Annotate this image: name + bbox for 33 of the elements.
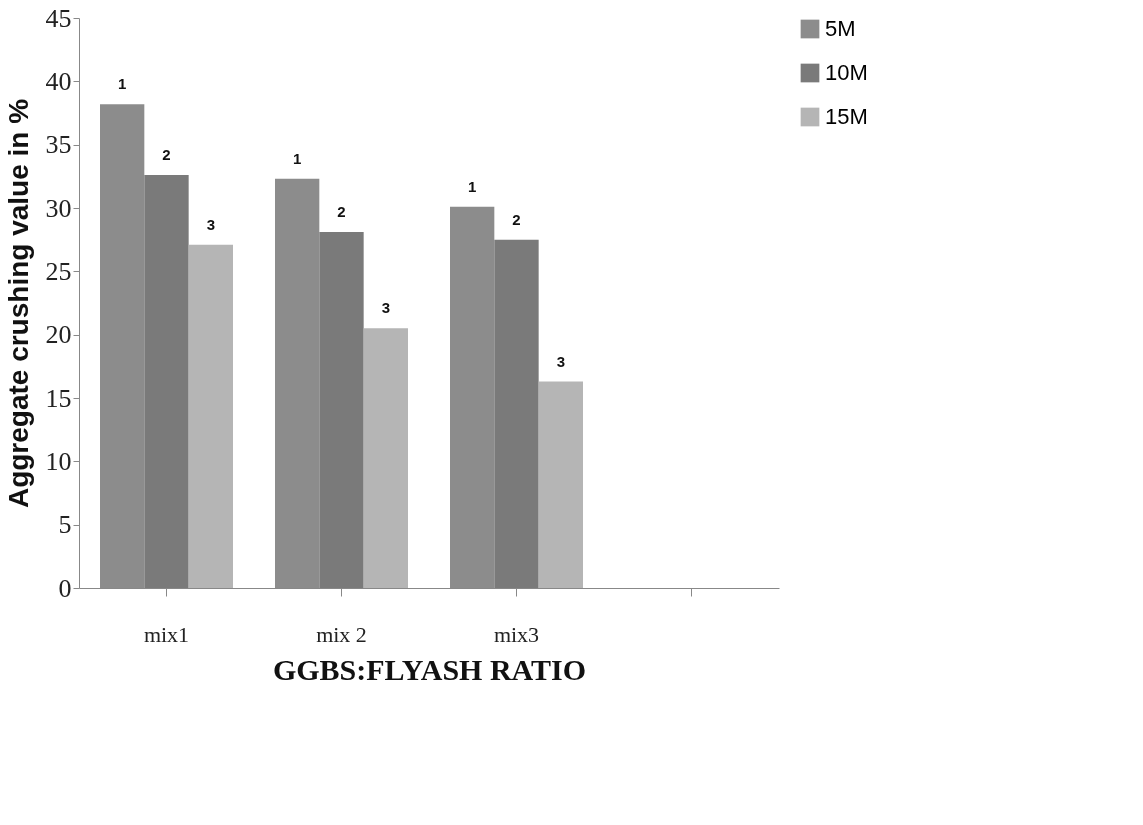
annotation: 2 xyxy=(162,146,171,164)
annotation: 1 xyxy=(292,149,302,167)
y-tick-label: 40 xyxy=(45,66,72,96)
annotation: 3 xyxy=(381,299,391,317)
y-tick-label: 45 xyxy=(45,3,72,33)
annotation: 3 xyxy=(206,215,216,233)
x-tick-label: mix3 xyxy=(493,621,540,647)
bar xyxy=(188,244,233,588)
annotation: 1 xyxy=(117,75,127,93)
annotation: 2 xyxy=(512,210,521,228)
annotation: 3 xyxy=(556,352,566,370)
legend-label: 15M xyxy=(825,104,868,129)
bar xyxy=(319,232,364,588)
legend-label: 5M xyxy=(825,16,856,41)
x-tick-label: mix1 xyxy=(143,621,190,647)
bar xyxy=(538,381,583,588)
y-tick-label: 10 xyxy=(45,446,72,476)
y-tick-label: 0 xyxy=(58,573,72,603)
y-tick-label: 25 xyxy=(45,256,72,286)
bar xyxy=(494,239,539,588)
x-axis-title: GGBS:FLYASH RATIO xyxy=(272,652,587,686)
bar xyxy=(363,328,408,588)
y-axis-title: Aggregate crushing value in % xyxy=(2,98,34,509)
y-tick-label: 30 xyxy=(45,193,72,223)
y-tick-label: 20 xyxy=(45,320,72,350)
y-tick-label: 35 xyxy=(45,130,72,160)
annotation: 1 xyxy=(467,177,477,195)
x-tick-label: mix 2 xyxy=(316,621,367,647)
bar xyxy=(144,175,189,588)
annotation: 2 xyxy=(337,203,346,221)
y-tick-label: 5 xyxy=(58,510,72,540)
y-tick-label: 15 xyxy=(45,383,72,413)
legend-label: 10M xyxy=(825,60,868,85)
